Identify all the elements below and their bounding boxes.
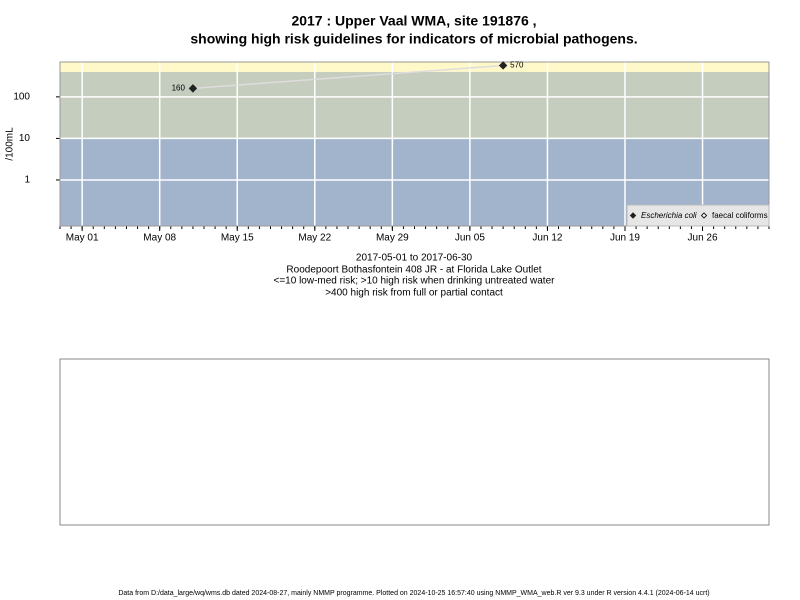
y-axis-label: /100mL [5,127,16,161]
x-tick-label: May 01 [66,233,99,244]
x-tick-label: Jun 26 [688,233,718,244]
x-tick-label: May 22 [298,233,331,244]
x-tick-label: Jun 19 [610,233,640,244]
x-tick-label: May 08 [143,233,176,244]
data-point [188,84,198,93]
note: >400 high risk from full or partial cont… [325,288,503,299]
series-line [192,64,504,90]
note: <=10 low-med risk; >10 high risk when dr… [274,276,556,287]
legend-label: faecal coliforms [712,211,768,220]
x-tick-label: Jun 05 [455,233,485,244]
legend-marker [700,212,708,219]
note: 2017-05-01 to 2017-06-30 [356,253,473,264]
y-tick-label: 10 [19,133,31,144]
data-label: 570 [510,61,524,70]
x-tick-label: May 29 [376,233,409,244]
chart-title: showing high risk guidelines for indicat… [190,31,637,47]
data-point [498,61,508,70]
footer: Data from D:/data_large/wq/wms.db dated … [118,590,709,597]
empty-panel [59,358,770,526]
x-tick-label: Jun 12 [532,233,562,244]
data-label: 160 [172,83,186,92]
legend-label: Escherichia coli [641,211,697,220]
chart-title: 2017 : Upper Vaal WMA, site 191876 , [291,13,536,29]
x-tick-label: May 15 [221,233,254,244]
y-tick-label: 100 [13,91,30,102]
band [60,71,769,139]
band [60,62,769,72]
y-tick-label: 1 [24,175,30,186]
legend-marker [629,212,637,219]
plot-frame [59,61,770,227]
legend-box [626,204,770,227]
note: Roodepoort Bothasfontein 408 JR - at Flo… [286,265,541,276]
